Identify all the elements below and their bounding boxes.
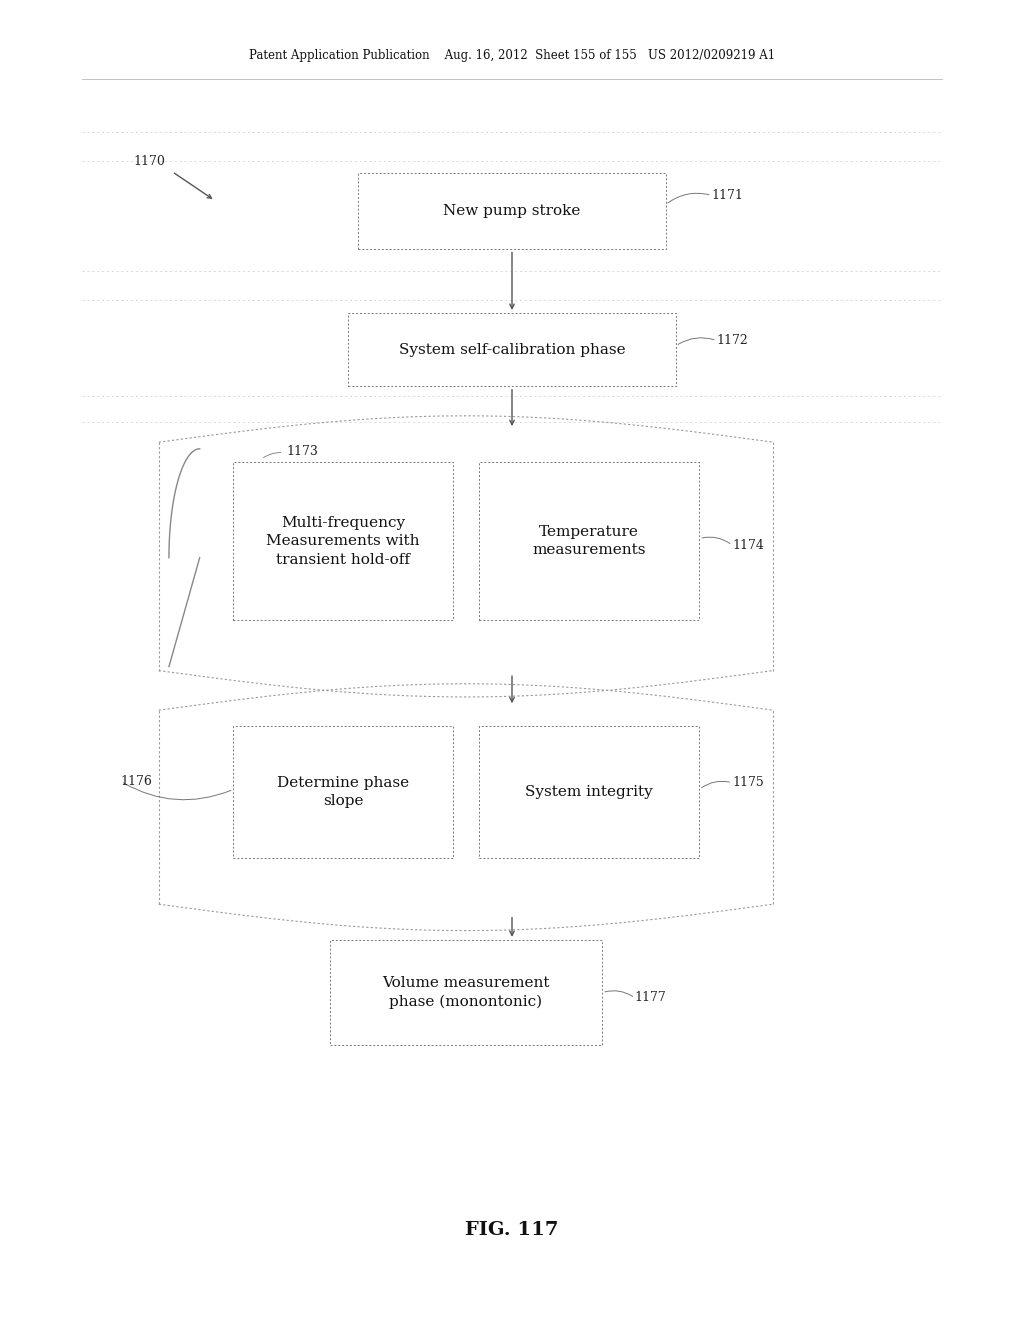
Text: FIG. 117: FIG. 117 — [465, 1221, 559, 1239]
Text: Volume measurement
phase (monontonic): Volume measurement phase (monontonic) — [382, 977, 550, 1008]
FancyBboxPatch shape — [233, 462, 453, 620]
Text: Multi-frequency
Measurements with
transient hold-off: Multi-frequency Measurements with transi… — [266, 516, 420, 566]
Text: 1174: 1174 — [732, 539, 764, 552]
Text: Determine phase
slope: Determine phase slope — [276, 776, 410, 808]
FancyBboxPatch shape — [233, 726, 453, 858]
Text: 1171: 1171 — [712, 189, 743, 202]
Text: 1176: 1176 — [121, 775, 153, 788]
Text: 1177: 1177 — [635, 991, 667, 1005]
Text: 1175: 1175 — [732, 776, 764, 789]
Text: System self-calibration phase: System self-calibration phase — [398, 343, 626, 356]
FancyBboxPatch shape — [358, 173, 666, 249]
FancyBboxPatch shape — [478, 462, 698, 620]
Text: System integrity: System integrity — [525, 785, 652, 799]
Text: Temperature
measurements: Temperature measurements — [532, 525, 645, 557]
Text: Patent Application Publication    Aug. 16, 2012  Sheet 155 of 155   US 2012/0209: Patent Application Publication Aug. 16, … — [249, 49, 775, 62]
Text: 1170: 1170 — [133, 154, 165, 168]
Text: 1173: 1173 — [287, 445, 318, 458]
FancyBboxPatch shape — [348, 313, 676, 385]
FancyBboxPatch shape — [330, 940, 602, 1045]
Text: New pump stroke: New pump stroke — [443, 205, 581, 218]
FancyBboxPatch shape — [478, 726, 698, 858]
Text: 1172: 1172 — [717, 334, 749, 347]
